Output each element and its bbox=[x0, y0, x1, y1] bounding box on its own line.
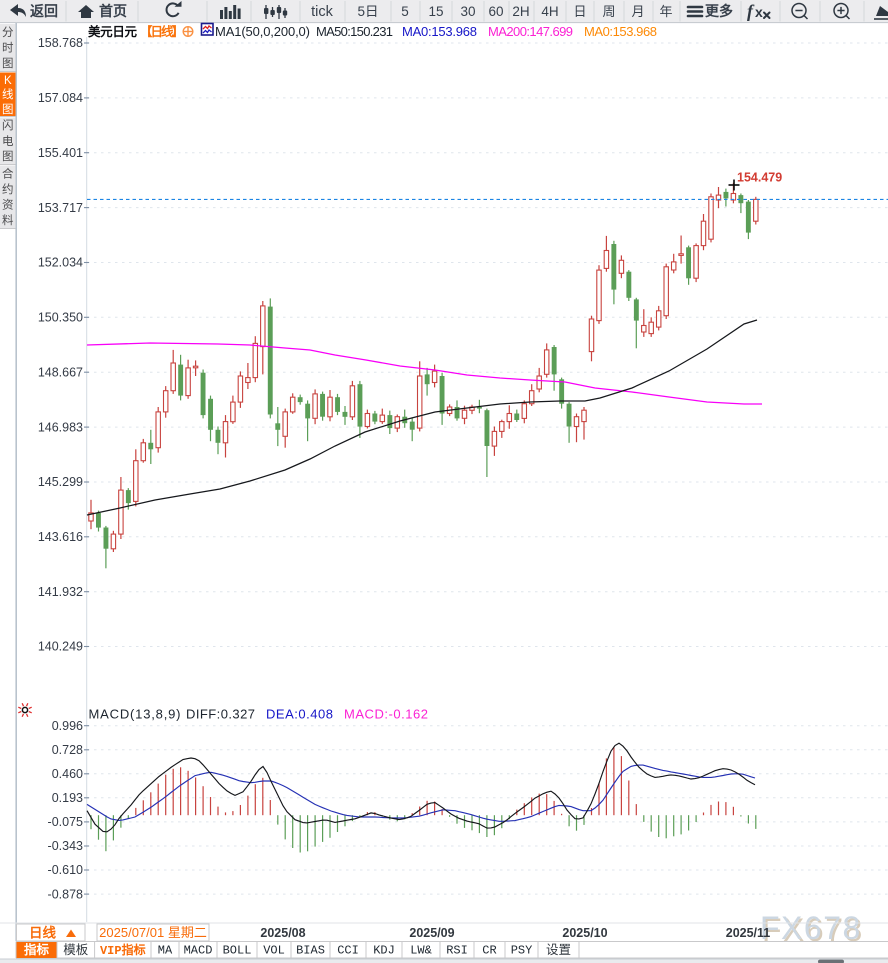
svg-text:电: 电 bbox=[2, 135, 14, 148]
svg-text:-0.878: -0.878 bbox=[48, 887, 83, 901]
svg-text:CCI: CCI bbox=[337, 944, 359, 958]
svg-text:5: 5 bbox=[401, 4, 409, 19]
svg-text:年: 年 bbox=[659, 4, 672, 19]
svg-text:152.034: 152.034 bbox=[38, 256, 83, 270]
svg-text:设置: 设置 bbox=[546, 942, 571, 957]
svg-text:CR: CR bbox=[482, 944, 496, 958]
svg-text:日: 日 bbox=[573, 4, 586, 19]
svg-text:5日: 5日 bbox=[357, 4, 378, 19]
svg-text:日线: 日线 bbox=[29, 925, 56, 941]
svg-text:图: 图 bbox=[2, 57, 14, 70]
svg-text:FX678: FX678 bbox=[760, 910, 862, 946]
svg-text:30: 30 bbox=[460, 4, 475, 19]
svg-text:图: 图 bbox=[2, 103, 14, 116]
svg-text:分: 分 bbox=[2, 26, 14, 39]
svg-text:首页: 首页 bbox=[99, 3, 127, 19]
svg-text:154.479: 154.479 bbox=[737, 171, 782, 185]
svg-text:2025/07/01 星期二: 2025/07/01 星期二 bbox=[99, 925, 207, 940]
svg-text:模板: 模板 bbox=[63, 943, 89, 957]
svg-text:-0.343: -0.343 bbox=[48, 839, 83, 853]
svg-text:DEA:0.408: DEA:0.408 bbox=[266, 707, 333, 722]
svg-text:PSY: PSY bbox=[511, 944, 533, 958]
svg-text:更多: 更多 bbox=[705, 3, 733, 19]
svg-text:145.299: 145.299 bbox=[38, 475, 83, 489]
svg-text:0.728: 0.728 bbox=[52, 743, 83, 757]
svg-text:0.996: 0.996 bbox=[52, 719, 83, 733]
svg-text:146.983: 146.983 bbox=[38, 420, 83, 434]
svg-text:合: 合 bbox=[2, 166, 14, 180]
svg-text:时: 时 bbox=[2, 42, 14, 55]
svg-text:K: K bbox=[4, 75, 12, 87]
svg-text:美元日元: 美元日元 bbox=[88, 24, 137, 39]
svg-text:15: 15 bbox=[428, 4, 443, 19]
svg-text:指标: 指标 bbox=[24, 942, 50, 957]
svg-text:MACD: MACD bbox=[184, 944, 213, 958]
svg-text:2H: 2H bbox=[512, 4, 529, 19]
svg-text:2025/11: 2025/11 bbox=[726, 926, 771, 940]
svg-text:MA: MA bbox=[158, 944, 173, 958]
svg-text:MA1(50,0,200,0): MA1(50,0,200,0) bbox=[215, 24, 310, 39]
svg-text:153.717: 153.717 bbox=[38, 201, 83, 215]
svg-text:141.932: 141.932 bbox=[38, 585, 83, 599]
svg-text:BIAS: BIAS bbox=[296, 944, 325, 958]
svg-text:BOLL: BOLL bbox=[223, 944, 252, 958]
svg-text:f: f bbox=[747, 1, 755, 21]
svg-text:MACD:-0.162: MACD:-0.162 bbox=[344, 707, 428, 722]
svg-text:0.460: 0.460 bbox=[52, 767, 83, 781]
svg-text:158.768: 158.768 bbox=[38, 36, 83, 50]
svg-text:155.401: 155.401 bbox=[38, 146, 83, 160]
svg-text:闪: 闪 bbox=[2, 118, 14, 132]
svg-text:资: 资 bbox=[2, 199, 14, 212]
svg-text:143.616: 143.616 bbox=[38, 530, 83, 544]
svg-text:60: 60 bbox=[488, 4, 503, 19]
svg-text:线: 线 bbox=[2, 87, 14, 101]
svg-text:150.350: 150.350 bbox=[38, 311, 83, 325]
svg-text:KDJ: KDJ bbox=[373, 944, 395, 958]
svg-text:2025/10: 2025/10 bbox=[562, 926, 607, 940]
svg-text:140.249: 140.249 bbox=[38, 640, 83, 654]
svg-text:VOL: VOL bbox=[263, 944, 285, 958]
svg-text:周: 周 bbox=[602, 4, 615, 19]
svg-text:LW&: LW& bbox=[410, 944, 432, 958]
svg-text:料: 料 bbox=[2, 213, 14, 227]
svg-text:157.084: 157.084 bbox=[38, 91, 83, 105]
svg-text:图: 图 bbox=[2, 150, 14, 163]
svg-text:MA0:153.968: MA0:153.968 bbox=[584, 24, 657, 39]
svg-text:VIP指标: VIP指标 bbox=[100, 942, 146, 958]
svg-text:0.193: 0.193 bbox=[52, 791, 83, 805]
svg-text:2025/09: 2025/09 bbox=[409, 926, 454, 940]
svg-text:月: 月 bbox=[631, 4, 644, 19]
svg-text:MACD(13,8,9): MACD(13,8,9) bbox=[89, 707, 181, 722]
svg-text:MA0:153.968: MA0:153.968 bbox=[402, 24, 477, 39]
svg-text:-0.075: -0.075 bbox=[48, 815, 83, 829]
svg-text:DIFF:0.327: DIFF:0.327 bbox=[186, 707, 255, 722]
svg-text:148.667: 148.667 bbox=[38, 365, 83, 379]
svg-text:-0.610: -0.610 bbox=[48, 863, 83, 877]
svg-text:MA200:147.699: MA200:147.699 bbox=[488, 24, 573, 39]
svg-text:返回: 返回 bbox=[30, 3, 58, 19]
svg-text:4H: 4H bbox=[541, 4, 558, 19]
svg-text:tick: tick bbox=[311, 4, 334, 20]
svg-text:MA50:150.231: MA50:150.231 bbox=[316, 24, 393, 39]
svg-text:RSI: RSI bbox=[446, 944, 468, 958]
svg-text:2025/08: 2025/08 bbox=[260, 926, 305, 940]
svg-text:【日线】: 【日线】 bbox=[140, 24, 184, 39]
svg-text:x: x bbox=[755, 4, 763, 20]
svg-text:约: 约 bbox=[2, 182, 14, 196]
